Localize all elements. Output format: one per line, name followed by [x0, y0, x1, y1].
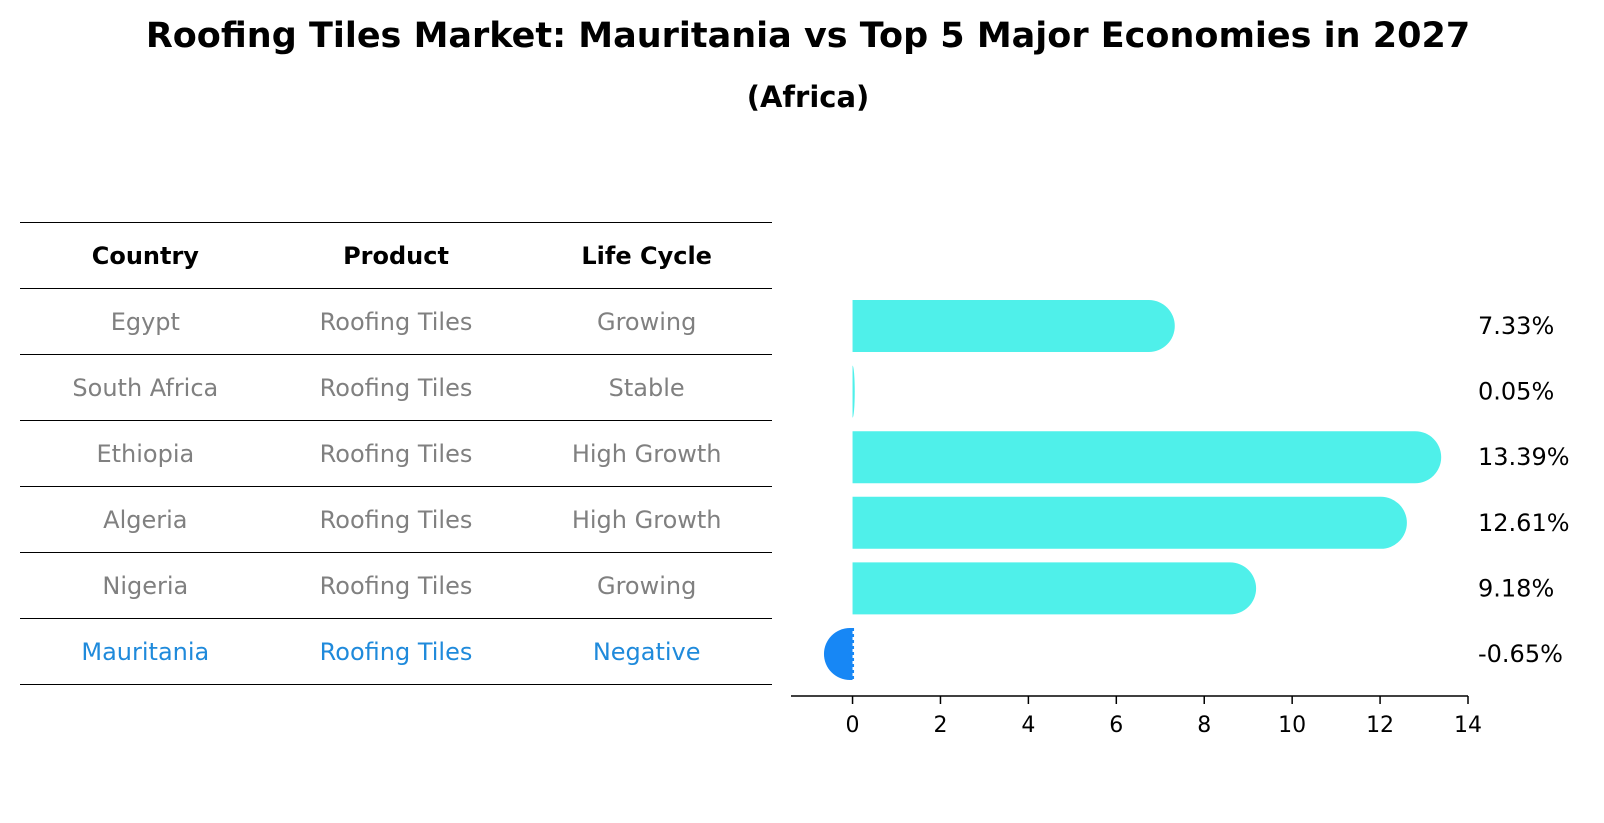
value-label: -0.65% [1478, 640, 1563, 668]
table-row-highlight: Mauritania Roofing Tiles Negative [20, 619, 772, 685]
table-row: South Africa Roofing Tiles Stable [20, 355, 772, 421]
value-label: 0.05% [1478, 378, 1554, 406]
x-tick-label: 14 [1454, 713, 1482, 738]
bar-mauritania [823, 628, 853, 680]
x-tick-label: 10 [1278, 713, 1306, 738]
cell-life-cycle: Growing [596, 571, 697, 600]
x-tick-label: 8 [1197, 713, 1211, 738]
cell-country: Mauritania [81, 637, 210, 666]
table-row: Algeria Roofing Tiles High Growth [20, 487, 772, 553]
cell-life-cycle: High Growth [571, 505, 722, 534]
x-tick-label: 6 [1109, 713, 1123, 738]
table-header-row: Country Product Life Cycle [20, 223, 772, 289]
header-life-cycle: Life Cycle [581, 241, 712, 270]
x-tick-label: 0 [846, 713, 860, 738]
x-tick-label: 4 [1021, 713, 1035, 738]
cell-product: Roofing Tiles [319, 571, 473, 600]
cell-country: South Africa [72, 373, 219, 402]
x-tick-label: 12 [1366, 713, 1394, 738]
cell-product: Roofing Tiles [319, 307, 473, 336]
cell-country: Nigeria [102, 571, 189, 600]
cell-product: Roofing Tiles [319, 637, 473, 666]
chart-title: Roofing Tiles Market: Mauritania vs Top … [145, 16, 1471, 56]
cell-product: Roofing Tiles [319, 505, 473, 534]
table-row: Egypt Roofing Tiles Growing [20, 289, 772, 355]
bar-nigeria [852, 562, 1257, 615]
x-tick-label: 2 [933, 713, 947, 738]
chart-subtitle: (Africa) [746, 80, 870, 114]
header-product: Product [343, 241, 449, 270]
bar-egypt [852, 300, 1175, 352]
bar-south-africa [852, 365, 855, 418]
cell-country: Algeria [103, 505, 188, 534]
bar-ethiopia [852, 431, 1442, 484]
country-table: Country Product Life Cycle Egypt Roofing… [20, 222, 772, 685]
cell-country: Egypt [110, 307, 180, 336]
value-label: 9.18% [1478, 574, 1554, 602]
table-row: Ethiopia Roofing Tiles High Growth [20, 421, 772, 487]
value-label: 7.33% [1478, 312, 1554, 340]
value-label: 12.61% [1478, 509, 1570, 537]
header-country: Country [91, 241, 199, 270]
cell-life-cycle: Negative [592, 637, 701, 666]
cell-product: Roofing Tiles [319, 439, 473, 468]
cell-product: Roofing Tiles [319, 373, 473, 402]
table-row: Nigeria Roofing Tiles Growing [20, 553, 772, 619]
cell-country: Ethiopia [96, 439, 195, 468]
bar-algeria [852, 496, 1407, 549]
cell-life-cycle: High Growth [571, 439, 722, 468]
cell-life-cycle: Growing [596, 307, 697, 336]
value-label: 13.39% [1478, 443, 1570, 471]
cell-life-cycle: Stable [608, 373, 685, 402]
